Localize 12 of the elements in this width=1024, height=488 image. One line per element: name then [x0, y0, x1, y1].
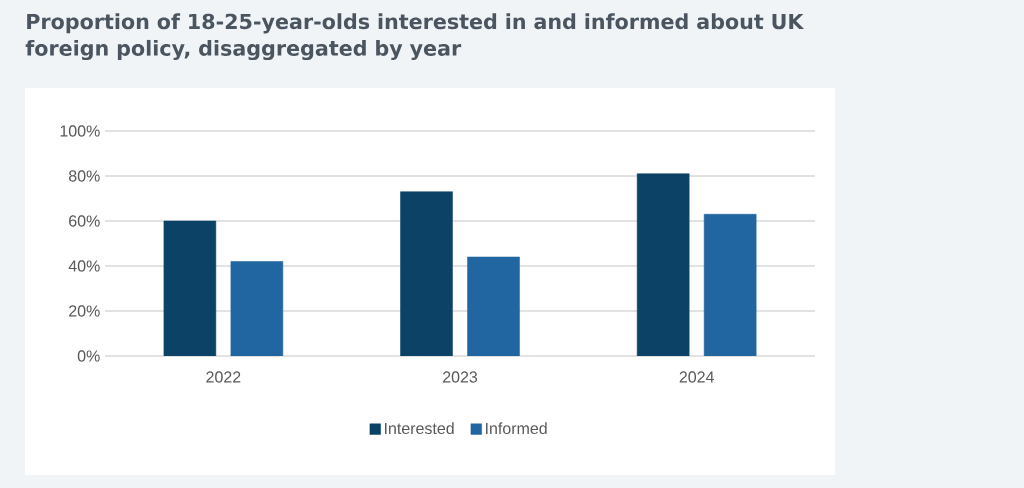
- y-tick-label: 40%: [68, 260, 100, 272]
- y-tick-label: 20%: [69, 305, 100, 317]
- x-tick-label: 2022: [206, 371, 241, 383]
- legend-label: Informed: [486, 422, 547, 435]
- legend-label: Interested: [385, 422, 454, 435]
- y-tick-label: 60%: [69, 215, 100, 227]
- y-tick-label: 100%: [60, 125, 100, 137]
- y-tick-label: 80%: [68, 170, 100, 182]
- x-tick-label: 2023: [443, 371, 478, 383]
- y-tick-label: 0%: [77, 350, 100, 362]
- x-tick-label: 2024: [679, 371, 714, 383]
- chart-title: Proportion of 18-25-year-olds interested in and informed about UK foreign policy, disaggregated by year: [25, 13, 805, 61]
